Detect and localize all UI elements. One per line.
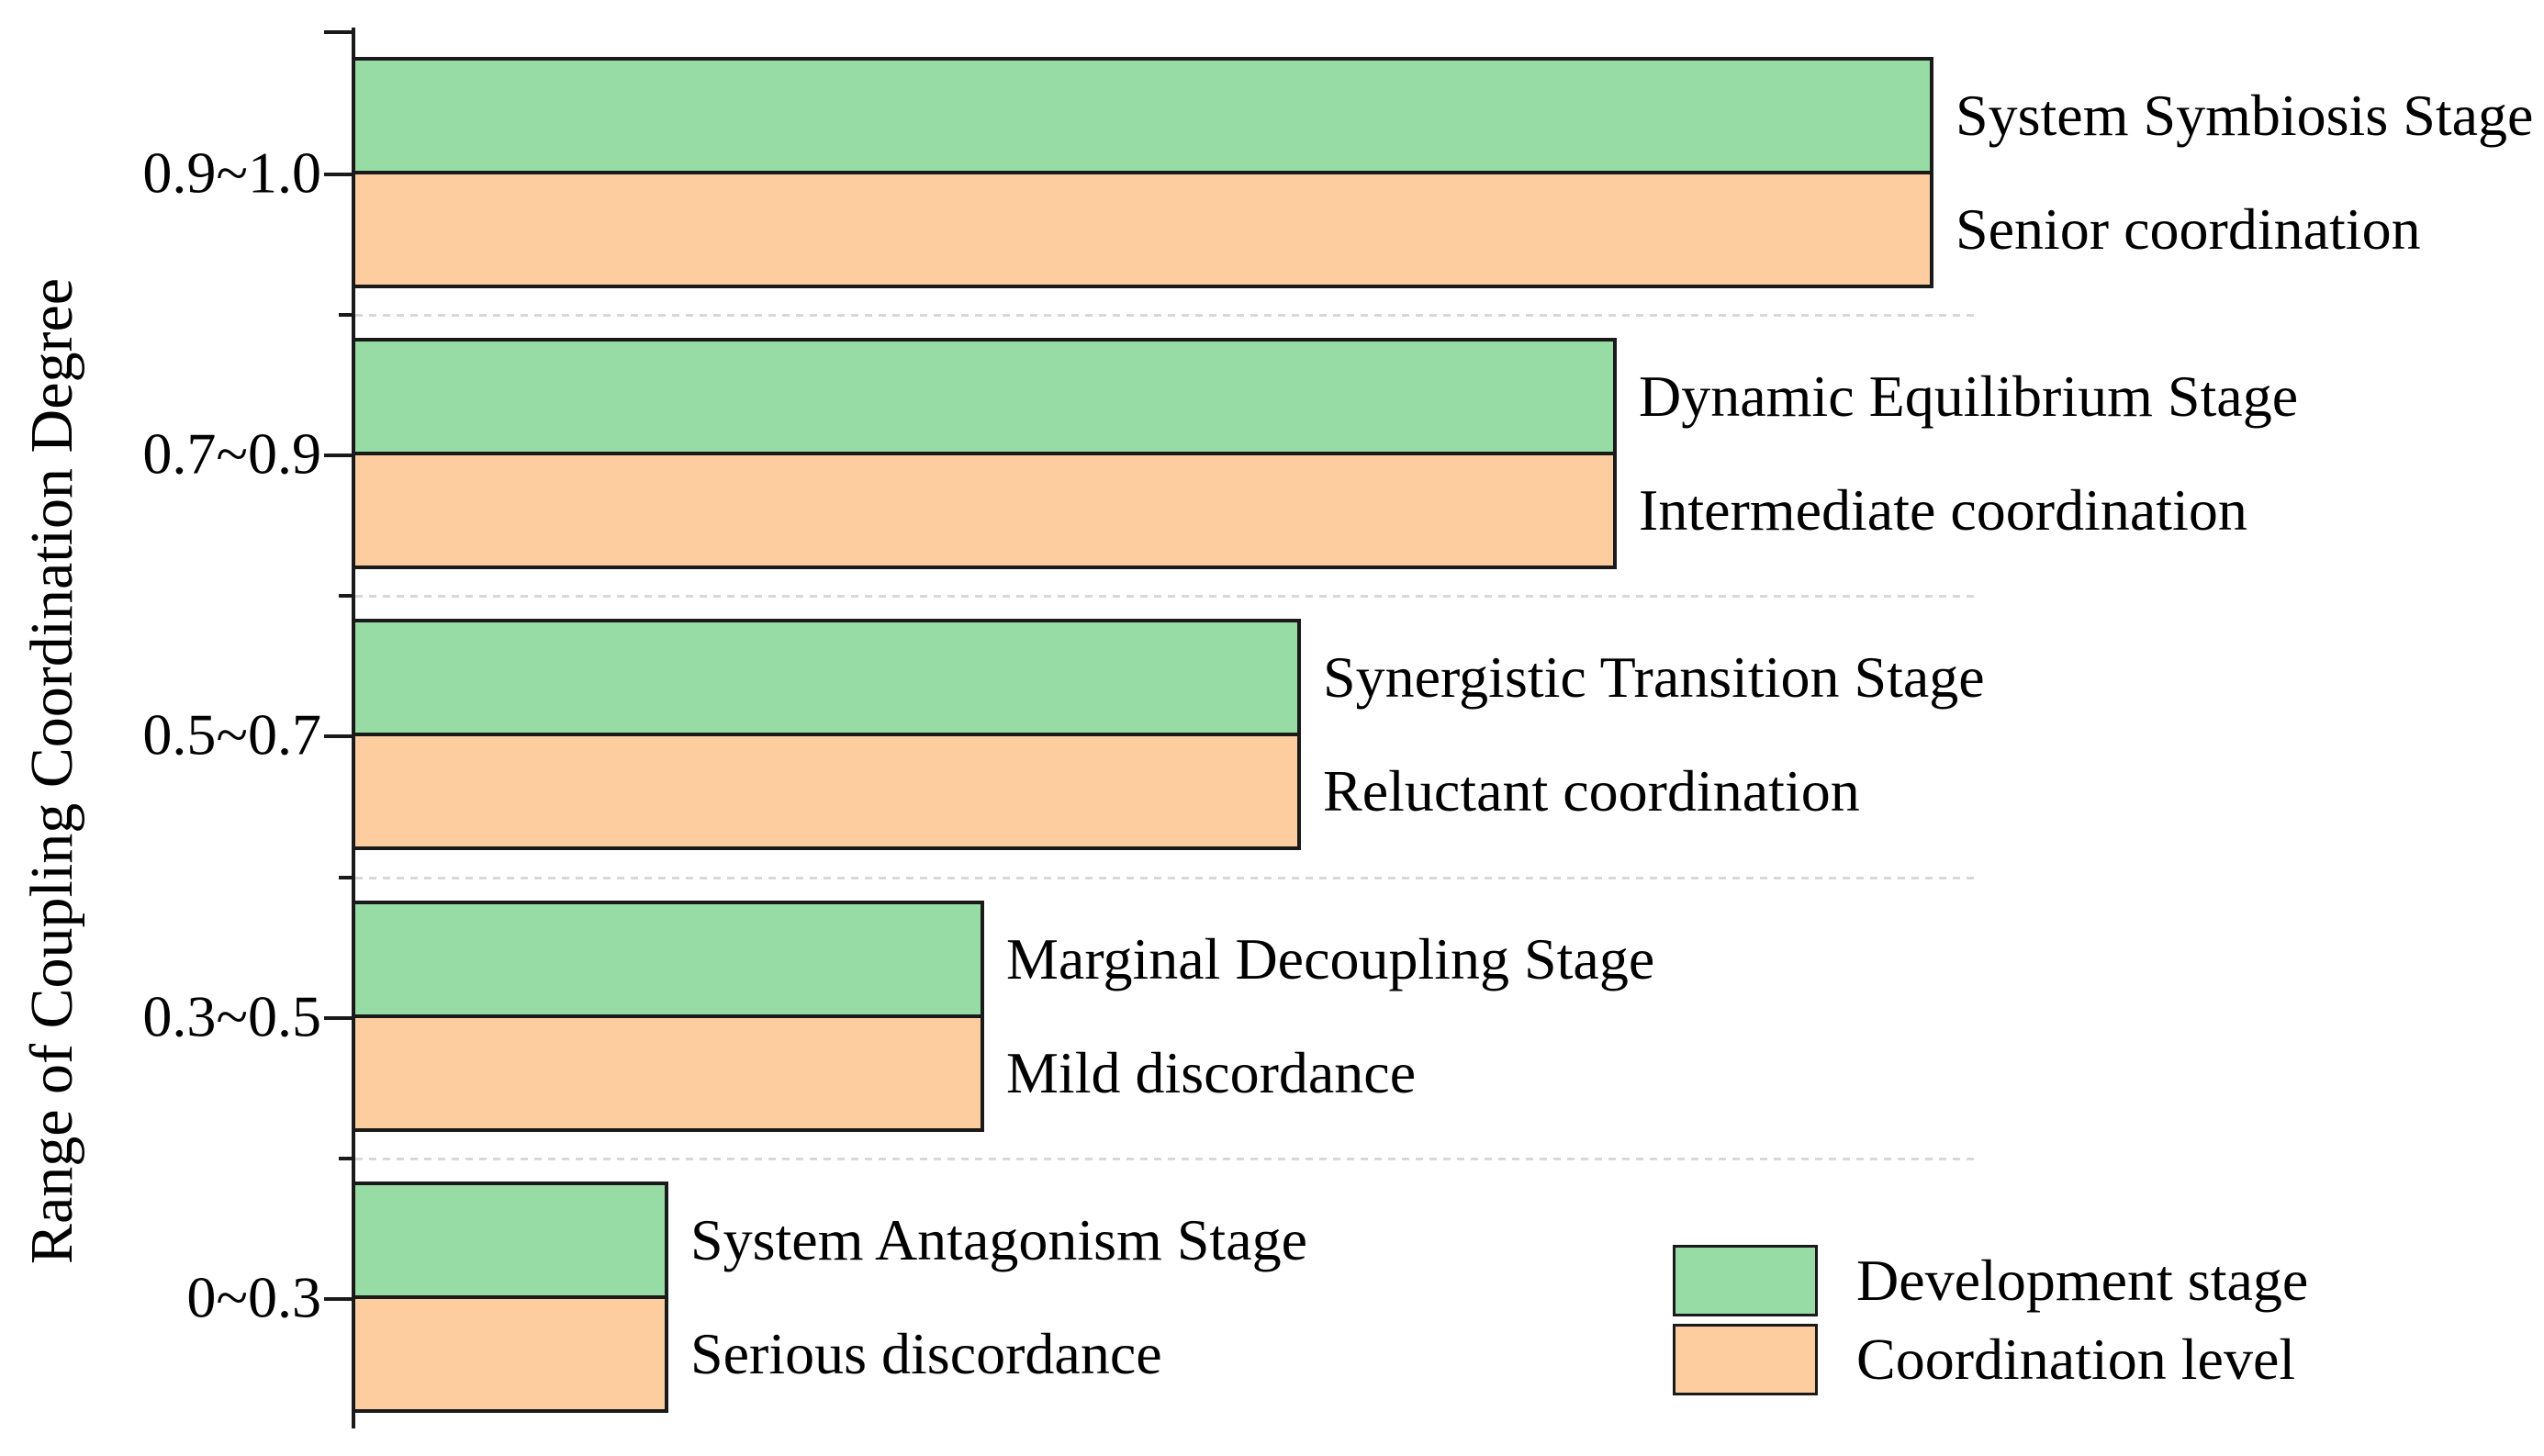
coordination-bar-label: Mild discordance — [1006, 1040, 1417, 1106]
stage-bar-label: System Antagonism Stage — [690, 1207, 1307, 1273]
y-axis-major-tick — [324, 1016, 352, 1020]
y-axis-end-tick — [324, 30, 352, 34]
y-axis-minor-tick — [339, 313, 352, 317]
development-stage-bar — [352, 901, 984, 1018]
coordination-level-bar — [352, 1295, 668, 1413]
y-axis-title: Range of Coupling Coordination Degree — [18, 277, 85, 1265]
group-separator-gridline — [355, 595, 1980, 598]
y-axis-major-tick — [324, 173, 352, 176]
group-separator-gridline — [355, 877, 1980, 879]
stage-bar-label: Synergistic Transition Stage — [1323, 644, 1985, 711]
y-axis-tick-label: 0.7~0.9 — [142, 420, 321, 487]
y-axis-tick-label: 0.3~0.5 — [142, 983, 321, 1049]
y-axis-major-tick — [324, 454, 352, 457]
coordination-bar-label: Senior coordination — [1956, 196, 2421, 263]
coordination-level-bar — [352, 452, 1617, 569]
stage-bar-label: Marginal Decoupling Stage — [1006, 926, 1655, 992]
group-separator-gridline — [355, 314, 1980, 317]
legend-label-development-stage: Development stage — [1856, 1248, 2309, 1313]
coordination-level-bar — [352, 1014, 984, 1132]
coordination-level-bar — [352, 733, 1301, 850]
development-stage-bar — [352, 1182, 668, 1299]
group-separator-gridline — [355, 1158, 1980, 1160]
coordination-bar-label: Reluctant coordination — [1323, 758, 1860, 824]
coordination-level-bar — [352, 171, 1933, 288]
y-axis-tick-label: 0.9~1.0 — [142, 140, 321, 206]
y-axis-major-tick — [324, 734, 352, 738]
legend-swatch-coordination-level — [1673, 1324, 1818, 1395]
y-axis-tick-label: 0~0.3 — [186, 1264, 321, 1330]
legend-label-coordination-level: Coordination level — [1856, 1327, 2296, 1392]
y-axis-minor-tick — [339, 594, 352, 598]
coordination-bar-label: Serious discordance — [690, 1321, 1162, 1387]
stage-bar-label: System Symbiosis Stage — [1956, 83, 2534, 149]
development-stage-bar — [352, 619, 1301, 736]
development-stage-bar — [352, 338, 1617, 455]
development-stage-bar — [352, 57, 1933, 174]
stage-bar-label: Dynamic Equilibrium Stage — [1639, 364, 2299, 430]
y-axis-tick-label: 0.5~0.7 — [142, 701, 321, 767]
y-axis-minor-tick — [339, 1157, 352, 1160]
legend-swatch-development-stage — [1673, 1245, 1818, 1316]
y-axis-major-tick — [324, 1297, 352, 1301]
y-axis-minor-tick — [339, 876, 352, 879]
coordination-bar-label: Intermediate coordination — [1639, 477, 2247, 543]
